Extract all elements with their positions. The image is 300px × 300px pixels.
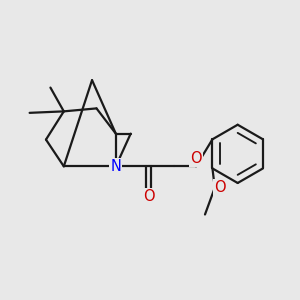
Text: O: O (214, 180, 226, 195)
Text: N: N (110, 159, 121, 174)
Text: O: O (143, 189, 154, 204)
Text: O: O (190, 151, 202, 166)
